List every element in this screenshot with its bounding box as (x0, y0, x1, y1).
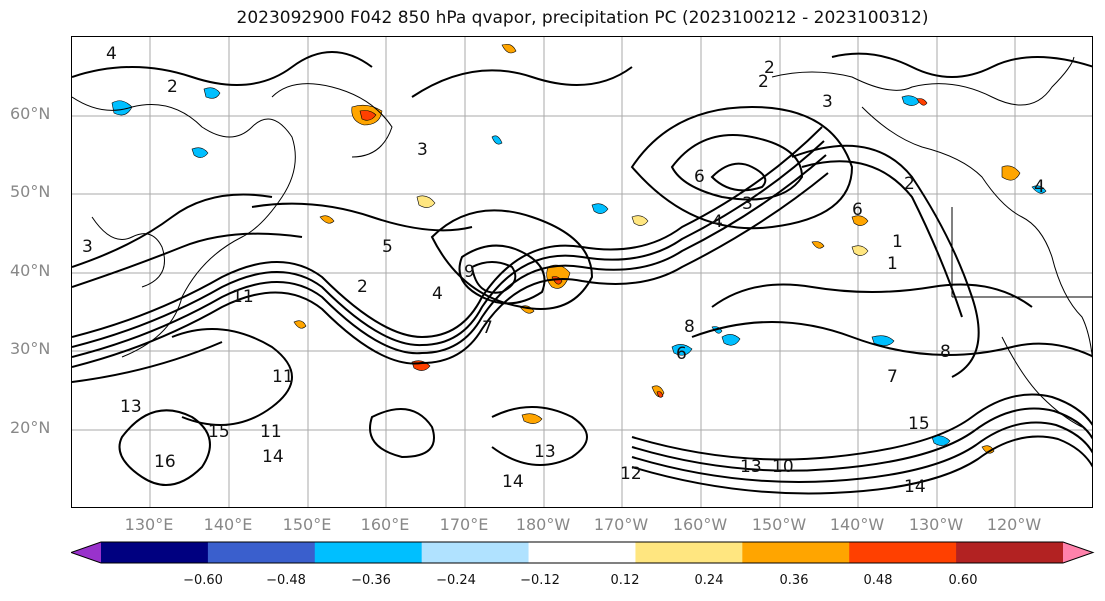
contour-label: 4 (1034, 177, 1045, 197)
colorbar-bin (101, 542, 209, 563)
colorbar-tick: 0.24 (694, 573, 724, 588)
lon-label: 130°W (908, 515, 964, 534)
lon-label: 130°E (124, 515, 174, 534)
coastlines (72, 56, 1092, 428)
map-title: 2023092900 F042 850 hPa qvapor, precipit… (236, 8, 929, 28)
contour-label: 4 (432, 284, 443, 304)
lon-label: 170°E (439, 515, 489, 534)
lon-label: 160°E (360, 515, 410, 534)
contour-label: 3 (742, 194, 753, 214)
colorbar-bin (635, 542, 743, 563)
contour-label: 7 (482, 318, 493, 338)
contour-label: 6 (694, 167, 705, 187)
contour-label: 11 (232, 287, 254, 307)
lat-label: 40°N (10, 261, 51, 280)
colorbar-bin (742, 542, 850, 563)
colorbar-tick: −0.60 (183, 573, 223, 588)
contour-label: 3 (82, 237, 93, 257)
colorbar-bin (1063, 542, 1093, 563)
graticule (72, 37, 1092, 507)
contour-label: 15 (208, 422, 230, 442)
colorbar-tick: −0.48 (266, 573, 306, 588)
lat-label: 20°N (10, 418, 51, 437)
colorbar-tick: 0.36 (779, 573, 809, 588)
contour-labels: 4 2 2 2 3 3 6 4 3 6 2 4 1 1 3 5 9 2 4 7 … (82, 44, 1045, 497)
colorbar-bin (849, 542, 957, 563)
colorbar-tick: −0.24 (436, 573, 476, 588)
contour-label: 10 (772, 457, 794, 477)
colorbar-bin (421, 542, 530, 563)
contour-label: 13 (740, 457, 762, 477)
colorbar-outline (71, 541, 1095, 564)
contour-label: 14 (262, 447, 284, 467)
lon-label: 160°W (672, 515, 728, 534)
contour-label: 6 (676, 344, 687, 364)
colorbar-bin (314, 542, 423, 563)
contour-label: 16 (154, 452, 176, 472)
map-panel: 4 2 2 2 3 3 6 4 3 6 2 4 1 1 3 5 9 2 4 7 … (71, 36, 1093, 508)
qvapor-contours (72, 51, 1092, 495)
contour-label: 1 (892, 232, 903, 252)
lon-label: 180°W (515, 515, 571, 534)
lon-label: 150°W (751, 515, 807, 534)
lat-label: 60°N (10, 104, 51, 123)
contour-label: 5 (382, 237, 393, 257)
contour-label: 13 (120, 397, 142, 417)
lon-label: 120°W (986, 515, 1042, 534)
contour-label: 14 (502, 472, 524, 492)
contour-label: 13 (534, 442, 556, 462)
contour-label: 12 (620, 464, 642, 484)
contour-label: 8 (940, 342, 951, 362)
contour-label: 8 (684, 317, 695, 337)
precip-patches (111, 43, 1047, 454)
colorbar-bin (207, 542, 316, 563)
lon-label: 170°W (593, 515, 649, 534)
lon-label: 140°E (203, 515, 253, 534)
contour-label: 3 (822, 92, 833, 112)
contour-label: 6 (852, 200, 863, 220)
contour-label: 9 (464, 262, 475, 282)
map-canvas: 4 2 2 2 3 3 6 4 3 6 2 4 1 1 3 5 9 2 4 7 … (72, 37, 1092, 507)
contour-label: 2 (758, 72, 769, 92)
contour-label: 2 (904, 174, 915, 194)
contour-label: 1 (887, 254, 898, 274)
colorbar-tick: 0.48 (863, 573, 893, 588)
lon-label: 150°E (282, 515, 332, 534)
lat-label: 50°N (10, 182, 51, 201)
colorbar-bin (528, 542, 636, 563)
colorbar-bin (71, 542, 101, 563)
colorbar-tick: 0.60 (948, 573, 978, 588)
contour-label: 2 (357, 277, 368, 297)
colorbar-tick: 0.12 (610, 573, 640, 588)
contour-label: 7 (887, 367, 898, 387)
contour-label: 4 (712, 212, 723, 232)
contour-label: 11 (272, 367, 294, 387)
contour-label: 4 (106, 44, 117, 64)
contour-label: 3 (417, 140, 428, 160)
contour-label: 11 (260, 422, 282, 442)
contour-label: 2 (167, 77, 178, 97)
colorbar-bin (956, 542, 1064, 563)
colorbar (71, 541, 1095, 564)
contour-label: 2 (764, 58, 775, 78)
colorbar-tick: −0.36 (351, 573, 391, 588)
contour-label: 14 (904, 477, 926, 497)
contour-label: 15 (908, 414, 930, 434)
colorbar-tick: −0.12 (520, 573, 560, 588)
lat-label: 30°N (10, 339, 51, 358)
lon-label: 140°W (829, 515, 885, 534)
